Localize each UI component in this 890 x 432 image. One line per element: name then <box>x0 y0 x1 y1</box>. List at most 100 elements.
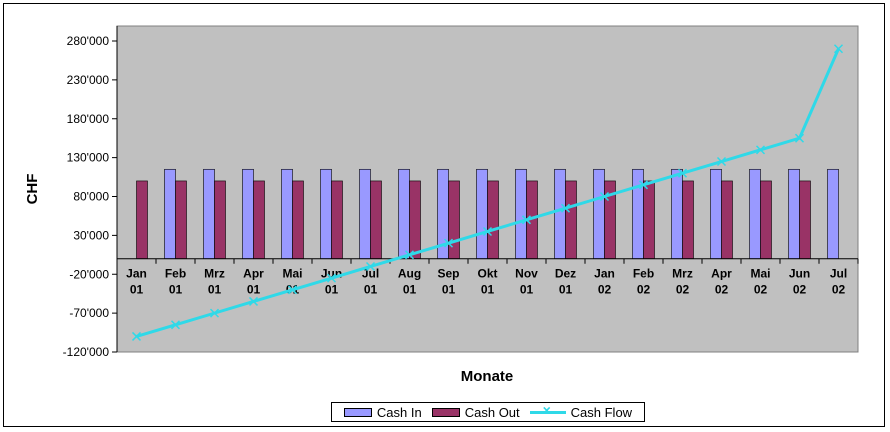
cash-out-bar <box>565 180 577 259</box>
x-tick-label-month: Jan <box>594 267 615 281</box>
legend-line-cash-flow <box>529 402 566 418</box>
cash-in-bar <box>203 168 215 260</box>
legend-label-cash-in: Cash In <box>376 404 422 420</box>
cash-out-bar <box>214 180 226 259</box>
x-axis-title: Monate <box>461 368 514 385</box>
x-tick-label-month: Jan <box>126 267 147 281</box>
cash-flow-point <box>677 168 688 178</box>
cash-in-bar <box>398 168 410 260</box>
cash-in-bar <box>788 168 800 260</box>
x-tick-label-month: Mai <box>750 267 770 281</box>
x-tick-label-year: 02 <box>637 283 651 297</box>
cash-flow-line-group <box>131 44 844 341</box>
y-tick-label: -120'000 <box>63 345 110 359</box>
x-tick-label-month: Feb <box>165 267 186 281</box>
cash-in-bar <box>710 168 722 260</box>
x-tick-label-year: 01 <box>169 283 183 297</box>
cash-in-bar <box>671 168 683 260</box>
x-tick-label-year: 02 <box>598 283 612 297</box>
x-tick-label-year: 01 <box>481 283 495 297</box>
cash-out-bar <box>448 180 460 259</box>
legend-swatch-cash-out <box>431 407 460 417</box>
cash-in-bar <box>554 168 566 260</box>
y-tick-label: 230'000 <box>67 73 110 87</box>
x-tick-label-month: Apr <box>243 267 264 281</box>
y-tick-label: -20'000 <box>69 267 109 281</box>
cash-flow-point <box>638 180 649 190</box>
cash-flow-point <box>326 273 337 283</box>
cash-in-bar <box>281 168 293 260</box>
x-tick-label-month: Apr <box>711 267 732 281</box>
y-tick-label: 280'000 <box>67 34 110 48</box>
cash-flow-point <box>716 156 727 167</box>
x-tick-label-month: Mrz <box>204 267 225 281</box>
cash-flow-point <box>170 320 181 330</box>
x-tick-label-month: Sep <box>437 267 459 281</box>
x-axis-categories: Jan 01 Feb 01 Mrz 01 Apr 01 Mai 01 Jun 01 Jul 01 Aug 01… <box>116 258 859 297</box>
legend-item-cash-out: Cash Out <box>431 405 520 420</box>
x-tick-label-month: Jul <box>362 267 379 281</box>
x-tick-label-month: Mrz <box>672 267 693 281</box>
cash-in-bar <box>476 168 488 260</box>
x-tick-label-year: 01 <box>403 283 417 297</box>
cash-out-bar <box>682 180 694 259</box>
y-tick-label: -70'000 <box>69 306 109 320</box>
cash-out-bar <box>721 180 733 259</box>
x-tick-label-year: 01 <box>325 283 339 297</box>
x-tick-label-month: Mai <box>282 267 302 281</box>
cash-flow-point <box>482 226 493 237</box>
cash-out-bar <box>370 180 382 259</box>
cash-out-bar <box>292 180 304 259</box>
cash-flow-point <box>287 285 298 295</box>
cash-out-bar <box>799 180 811 259</box>
y-axis-title: CHF <box>24 174 41 205</box>
cash-flow-point <box>131 331 142 341</box>
cash-out-bar <box>136 180 148 259</box>
cash-in-bar <box>242 168 254 260</box>
x-tick-label-year: 01 <box>520 283 534 297</box>
cash-flow-point <box>833 44 844 54</box>
x-tick-label-year: 01 <box>364 283 378 297</box>
x-tick-label-year: 02 <box>676 283 690 297</box>
cash-flow-point <box>755 145 766 155</box>
x-tick-label-year: 01 <box>442 283 456 297</box>
x-tick-label-month: Dez <box>555 267 576 281</box>
x-tick-label-month: Jun <box>789 267 810 281</box>
x-tick-label-year: 01 <box>247 283 261 297</box>
cash-out-bar <box>487 180 499 259</box>
x-tick-label-year: 01 <box>559 283 573 297</box>
cash-out-bar <box>175 180 187 259</box>
cash-flow-point <box>248 296 259 306</box>
y-axis-ticks: 280'000 230'000 180'000 130'000 80'000 30'000… <box>63 34 117 359</box>
cash-out-bar <box>331 180 343 259</box>
x-tick-label-month: Jul <box>830 267 847 281</box>
cash-flow-point <box>521 215 532 225</box>
x-tick-label-month: Feb <box>633 267 654 281</box>
cash-out-bar <box>253 180 265 259</box>
y-tick-label: 130'000 <box>67 151 110 165</box>
legend-item-cash-in: Cash In <box>343 404 422 420</box>
y-tick-label: 80'000 <box>73 190 109 204</box>
bars-group <box>136 168 839 260</box>
cash-flow-point <box>209 308 220 318</box>
cash-in-bar <box>827 168 839 260</box>
x-tick-label-month: Aug <box>398 267 421 281</box>
cash-in-bar <box>359 168 371 260</box>
cash-in-bar <box>749 168 761 260</box>
x-tick-label-year: 01 <box>208 283 222 297</box>
cash-in-bar <box>164 168 176 260</box>
x-tick-label-month: Nov <box>515 267 538 281</box>
cash-in-bar <box>593 168 605 260</box>
x-tick-label-year: 02 <box>754 283 768 297</box>
legend-label-cash-flow: Cash Flow <box>570 404 633 420</box>
x-tick-label-year: 01 <box>130 283 144 297</box>
cash-flow-point <box>365 261 376 272</box>
cash-in-bar <box>515 168 527 260</box>
cash-out-bar <box>643 180 655 259</box>
cash-flow-point <box>443 238 454 248</box>
cash-flow-point <box>794 133 805 143</box>
legend-item-cash-flow: Cash Flow <box>529 402 633 420</box>
legend: Cash In Cash Out Cash Flow <box>331 402 645 422</box>
x-tick-label-year: 02 <box>793 283 807 297</box>
